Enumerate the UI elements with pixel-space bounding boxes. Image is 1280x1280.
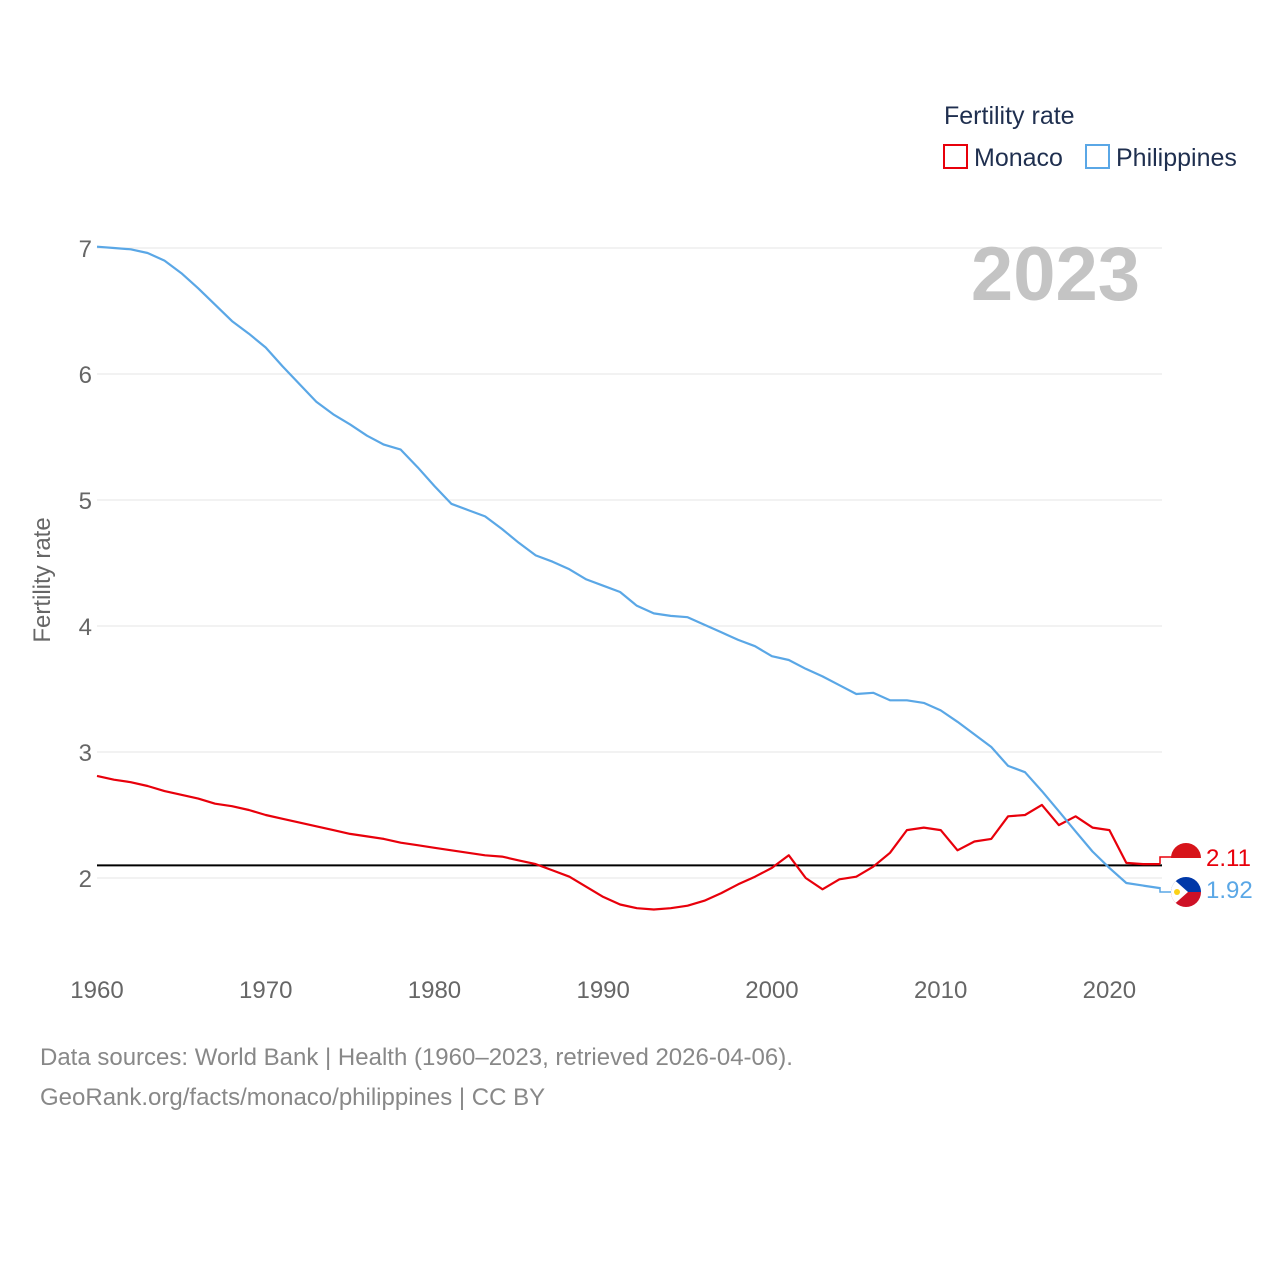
legend-label-philippines[interactable]: Philippines [1116, 144, 1237, 172]
footer-attribution[interactable]: GeoRank.org/facts/monaco/philippines | C… [40, 1084, 546, 1111]
monaco-flag-icon [1171, 843, 1201, 873]
x-tick-label: 1960 [70, 977, 123, 1004]
series-line-monaco[interactable] [96, 774, 1160, 911]
legend: Fertility rate Monaco Philippines [943, 102, 1237, 172]
legend-swatch-monaco[interactable] [943, 144, 968, 169]
end-markers: 2.11 1.92 [1159, 843, 1253, 907]
footer-sources: Data sources: World Bank | Health (1960–… [40, 1044, 793, 1071]
legend-title: Fertility rate [944, 102, 1075, 130]
x-tick-label: 2020 [1083, 977, 1136, 1004]
y-tick-label: 2 [79, 866, 92, 893]
philippines-flag-icon [1171, 877, 1201, 907]
x-tick-label: 2000 [745, 977, 798, 1004]
y-tick-label: 6 [79, 362, 92, 389]
gridlines [97, 247, 1162, 879]
x-tick-label: 1970 [239, 977, 292, 1004]
y-tick-label: 4 [79, 614, 92, 641]
year-label: 2023 [971, 232, 1140, 317]
y-tick-label: 5 [79, 488, 92, 515]
legend-label-monaco[interactable]: Monaco [974, 144, 1063, 172]
series-lines [96, 245, 1161, 911]
x-tick-label: 1990 [576, 977, 629, 1004]
series-line-philippines[interactable] [96, 245, 1161, 890]
philippines-end-connector [1159, 887, 1172, 893]
philippines-end-value: 1.92 [1206, 877, 1253, 904]
monaco-end-value: 2.11 [1206, 845, 1251, 872]
y-axis-ticks: 2 3 4 5 6 7 [79, 236, 92, 893]
x-tick-label: 1980 [408, 977, 461, 1004]
monaco-end-connector [1159, 856, 1172, 864]
legend-swatch-philippines[interactable] [1085, 144, 1110, 169]
x-axis-ticks: 1960 1970 1980 1990 2000 2010 2020 [70, 977, 1136, 1004]
y-tick-label: 7 [79, 236, 92, 263]
y-axis-label: Fertility rate [29, 517, 56, 642]
y-tick-label: 3 [79, 740, 92, 767]
x-tick-label: 2010 [914, 977, 967, 1004]
